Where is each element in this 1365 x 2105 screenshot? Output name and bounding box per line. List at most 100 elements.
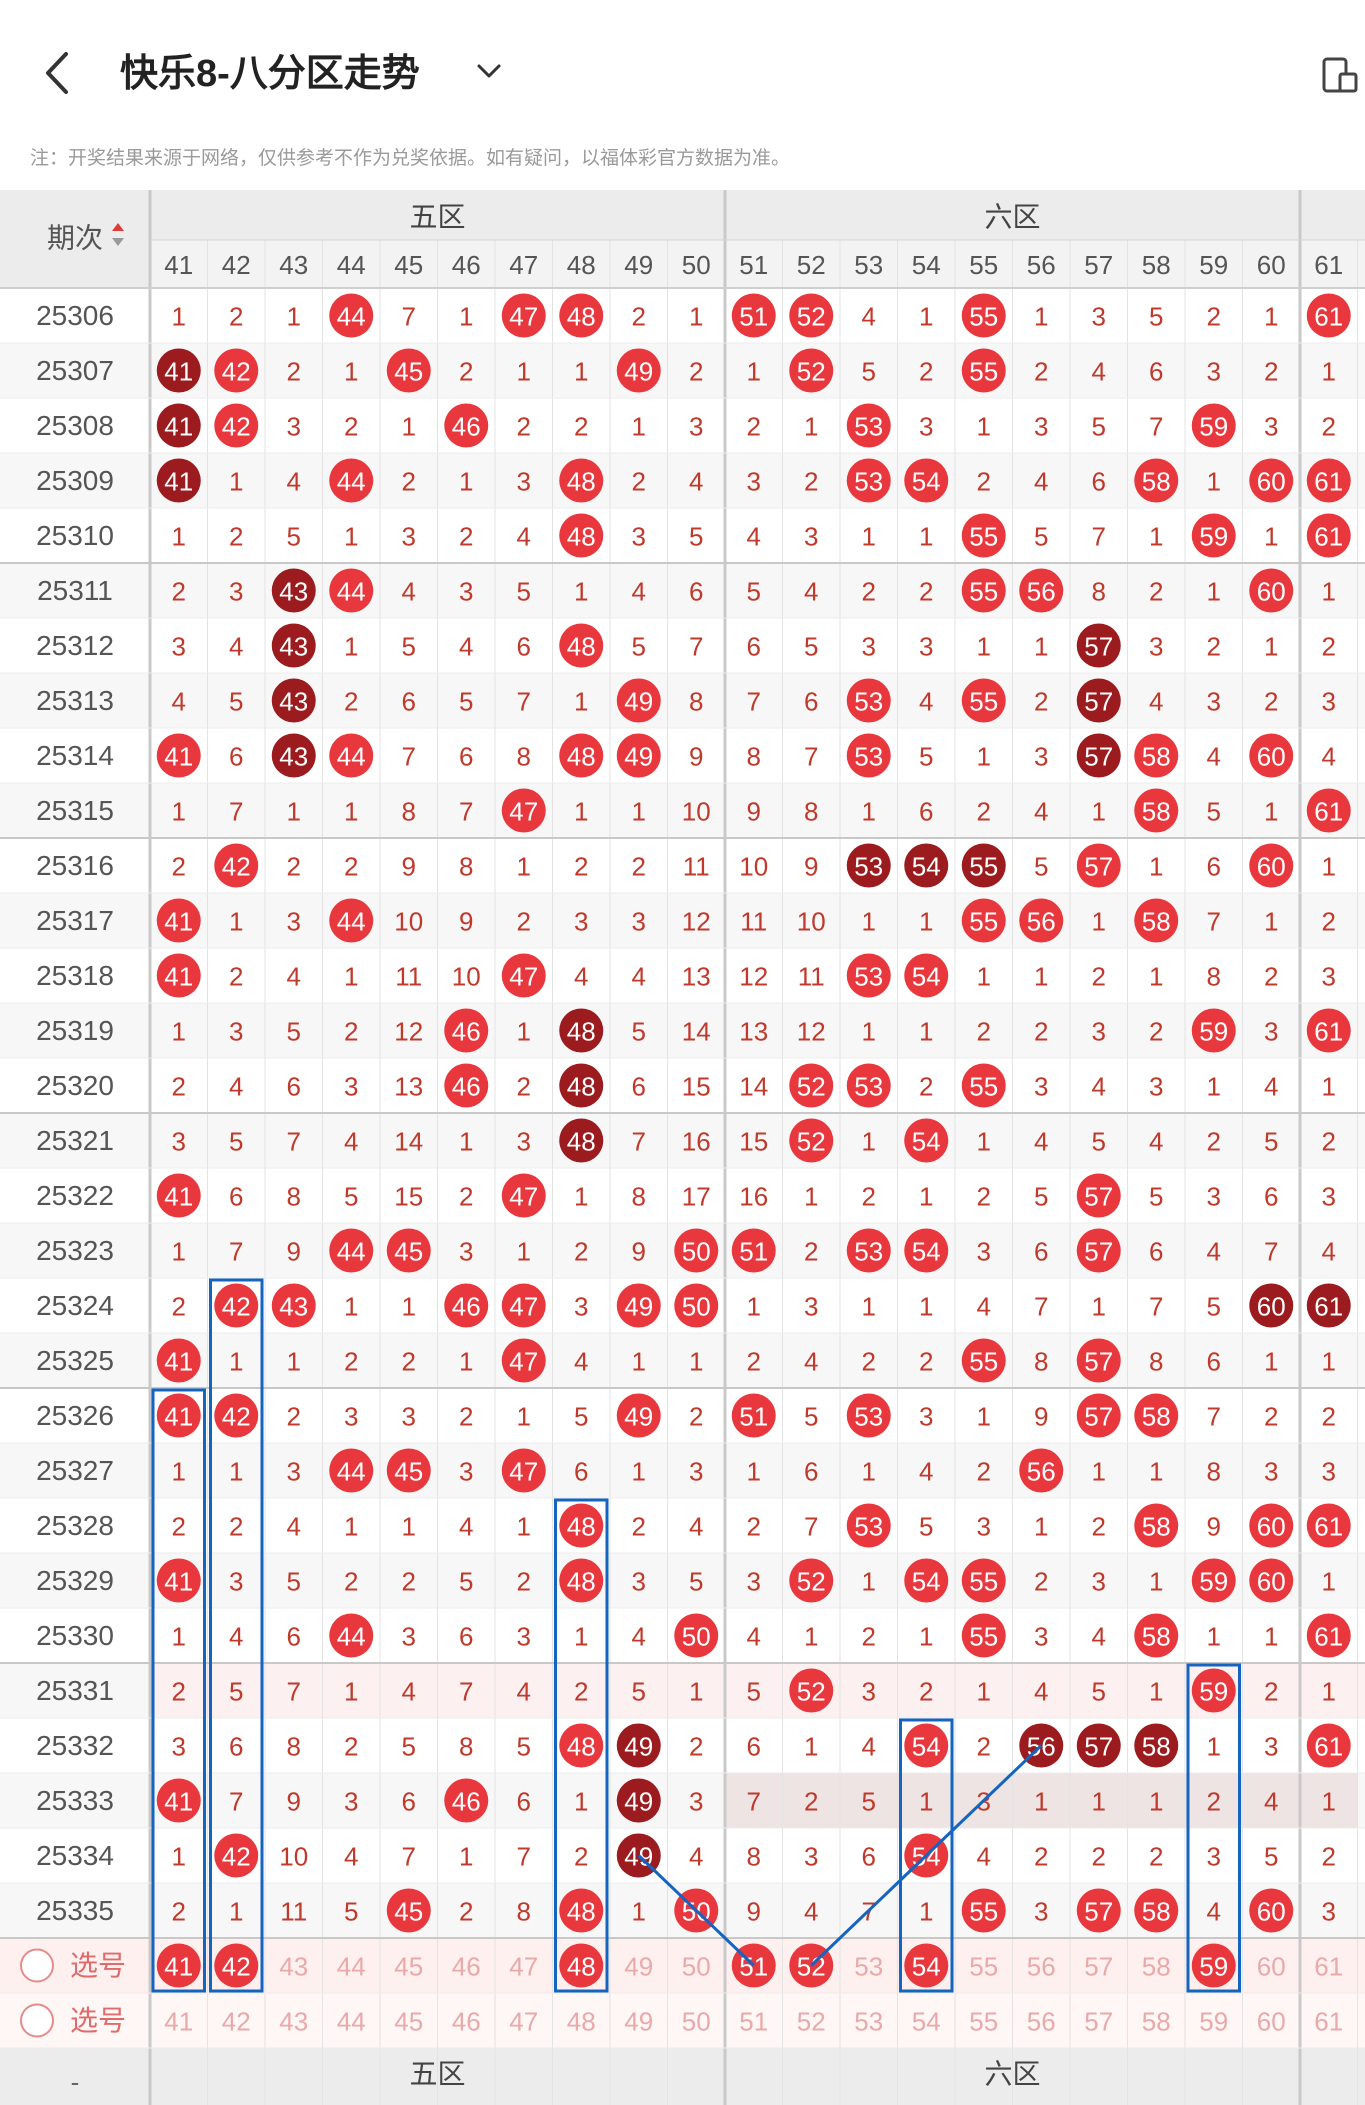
drawn-ball[interactable] <box>1249 458 1294 503</box>
table-row[interactable] <box>0 948 1365 1003</box>
drawn-ball[interactable] <box>731 293 776 338</box>
drawn-ball[interactable] <box>616 1393 661 1438</box>
selection-row[interactable] <box>0 1993 1365 2048</box>
drawn-ball[interactable] <box>904 953 949 998</box>
drawn-ball[interactable] <box>559 1063 604 1108</box>
drawn-ball[interactable] <box>1306 1008 1351 1053</box>
drawn-ball[interactable] <box>329 1228 374 1273</box>
drawn-ball[interactable] <box>846 1503 891 1548</box>
drawn-ball[interactable] <box>1076 733 1121 778</box>
drawn-ball[interactable] <box>271 733 316 778</box>
drawn-ball[interactable] <box>1019 568 1064 613</box>
drawn-ball[interactable] <box>731 1393 776 1438</box>
drawn-ball[interactable] <box>1249 568 1294 613</box>
drawn-ball[interactable] <box>961 348 1006 393</box>
page-title[interactable]: 快乐8-八分区走势 <box>120 53 420 95</box>
drawn-ball[interactable] <box>674 1613 719 1658</box>
drawn-ball[interactable] <box>1076 1723 1121 1768</box>
drawn-ball[interactable] <box>271 568 316 613</box>
table-row[interactable] <box>0 1443 1365 1498</box>
drawn-ball[interactable] <box>444 1283 489 1328</box>
drawn-ball[interactable] <box>904 1228 949 1273</box>
drawn-ball[interactable] <box>1249 1558 1294 1603</box>
drawn-ball[interactable] <box>1076 1393 1121 1438</box>
drawn-ball[interactable] <box>214 843 259 888</box>
drawn-ball[interactable] <box>616 678 661 723</box>
drawn-ball[interactable] <box>214 1833 259 1878</box>
drawn-ball[interactable] <box>961 513 1006 558</box>
drawn-ball[interactable] <box>846 1228 891 1273</box>
table-row[interactable] <box>0 1003 1365 1058</box>
drawn-ball[interactable] <box>1076 843 1121 888</box>
drawn-ball[interactable] <box>846 843 891 888</box>
drawn-ball[interactable] <box>444 1008 489 1053</box>
selected-ball[interactable] <box>214 1943 259 1988</box>
drawn-ball[interactable] <box>1134 458 1179 503</box>
drawn-ball[interactable] <box>501 953 546 998</box>
selected-ball[interactable] <box>1191 1943 1236 1988</box>
drawn-ball[interactable] <box>1306 1283 1351 1328</box>
drawn-ball[interactable] <box>156 458 201 503</box>
drawn-ball[interactable] <box>1134 1393 1179 1438</box>
drawn-ball[interactable] <box>1249 1283 1294 1328</box>
drawn-ball[interactable] <box>1306 513 1351 558</box>
drawn-ball[interactable] <box>846 1393 891 1438</box>
drawn-ball[interactable] <box>1134 1888 1179 1933</box>
select-radio[interactable] <box>20 1948 54 1983</box>
drawn-ball[interactable] <box>961 568 1006 613</box>
drawn-ball[interactable] <box>846 458 891 503</box>
drawn-ball[interactable] <box>501 788 546 833</box>
drawn-ball[interactable] <box>156 1393 201 1438</box>
drawn-ball[interactable] <box>501 1338 546 1383</box>
drawn-ball[interactable] <box>846 733 891 778</box>
table-row[interactable] <box>0 563 1365 618</box>
drawn-ball[interactable] <box>1019 1448 1064 1493</box>
drawn-ball[interactable] <box>559 733 604 778</box>
drawn-ball[interactable] <box>444 403 489 448</box>
drawn-ball[interactable] <box>1076 623 1121 668</box>
drawn-ball[interactable] <box>559 1503 604 1548</box>
drawn-ball[interactable] <box>961 1613 1006 1658</box>
drawn-ball[interactable] <box>214 1393 259 1438</box>
drawn-ball[interactable] <box>1306 458 1351 503</box>
drawn-ball[interactable] <box>961 1063 1006 1108</box>
drawn-ball[interactable] <box>1249 843 1294 888</box>
drawn-ball[interactable] <box>789 1558 834 1603</box>
sort-arrows-icon[interactable] <box>112 223 124 231</box>
drawn-ball[interactable] <box>329 1448 374 1493</box>
drawn-ball[interactable] <box>156 898 201 943</box>
drawn-ball[interactable] <box>444 1063 489 1108</box>
drawn-ball[interactable] <box>501 1173 546 1218</box>
drawn-ball[interactable] <box>1019 898 1064 943</box>
drawn-ball[interactable] <box>616 348 661 393</box>
select-radio[interactable] <box>20 2003 54 2038</box>
drawn-ball[interactable] <box>961 898 1006 943</box>
table-row[interactable] <box>0 1058 1365 1113</box>
drawn-ball[interactable] <box>214 403 259 448</box>
drawn-ball[interactable] <box>904 843 949 888</box>
drawn-ball[interactable] <box>559 293 604 338</box>
drawn-ball[interactable] <box>904 1558 949 1603</box>
drawn-ball[interactable] <box>559 1558 604 1603</box>
drawn-ball[interactable] <box>1134 1723 1179 1768</box>
drawn-ball[interactable] <box>329 733 374 778</box>
table-row[interactable] <box>0 1333 1365 1388</box>
drawn-ball[interactable] <box>329 458 374 503</box>
drawn-ball[interactable] <box>904 458 949 503</box>
drawn-ball[interactable] <box>559 513 604 558</box>
drawn-ball[interactable] <box>1191 1558 1236 1603</box>
drawn-ball[interactable] <box>1134 733 1179 778</box>
drawn-ball[interactable] <box>1076 1173 1121 1218</box>
drawn-ball[interactable] <box>1134 1503 1179 1548</box>
drawn-ball[interactable] <box>1076 1228 1121 1273</box>
drawn-ball[interactable] <box>386 348 431 393</box>
drawn-ball[interactable] <box>329 1613 374 1658</box>
drawn-ball[interactable] <box>1076 1888 1121 1933</box>
drawn-ball[interactable] <box>731 1228 776 1273</box>
drawn-ball[interactable] <box>501 1448 546 1493</box>
drawn-ball[interactable] <box>1306 1723 1351 1768</box>
drawn-ball[interactable] <box>1306 1613 1351 1658</box>
drawn-ball[interactable] <box>386 1888 431 1933</box>
drawn-ball[interactable] <box>156 1778 201 1823</box>
drawn-ball[interactable] <box>1249 733 1294 778</box>
